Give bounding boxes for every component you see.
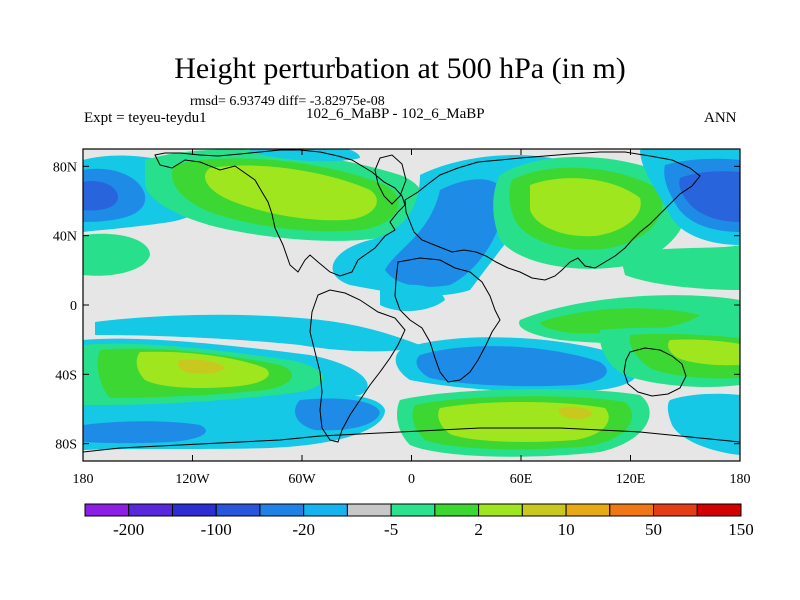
colorbar-label: -5	[384, 520, 398, 539]
colorbar: -200 -100 -20 -5 2 10 50 150	[84, 503, 754, 539]
contour-lime-asia	[530, 178, 641, 237]
contour-lime-s-e-pacific	[668, 339, 740, 366]
contour-teal-antarctic-far-e	[667, 393, 740, 455]
colorbar-box	[390, 503, 436, 517]
colorbar-box	[478, 503, 523, 517]
case-label: 102_6_MaBP - 102_6_MaBP	[306, 106, 485, 122]
colorbar-box	[303, 503, 348, 517]
contour-teal-s-atlantic	[380, 284, 445, 312]
contour-blue-antarctic-w	[83, 421, 206, 444]
contour-teal-n-atlantic	[250, 149, 360, 162]
lat-tick-label: 40S	[55, 368, 77, 383]
colorbar-label: -200	[113, 520, 144, 539]
contour-lime-n-america	[205, 165, 377, 221]
coast-africa	[394, 257, 501, 383]
contour-mint-w-edge	[83, 233, 150, 276]
lat-tick-label: 80S	[55, 438, 77, 453]
contour-olive-antarctic-e	[558, 406, 592, 419]
lat-tick-label: 0	[70, 299, 77, 314]
lon-tick-label: 0	[408, 472, 415, 487]
stats-line: rmsd= 6.93749 diff= -3.82975e-08	[190, 94, 385, 109]
contour-field	[83, 149, 740, 461]
colorbar-box	[259, 503, 305, 517]
coast-greenland	[374, 154, 407, 205]
lon-tick-label: 120E	[616, 472, 646, 487]
colorbar-box	[434, 503, 480, 517]
contour-deep-w-pacific	[679, 171, 740, 222]
contour-blue-eurasia	[385, 179, 505, 287]
colorbar-box	[696, 503, 742, 517]
colorbar-box	[521, 503, 567, 517]
colorbar-label: 150	[728, 520, 754, 539]
colorbar-box	[346, 503, 392, 517]
colorbar-box	[84, 503, 130, 517]
contour-green-indian	[540, 308, 700, 334]
lat-tick-label: 80N	[53, 160, 77, 175]
coastlines	[83, 149, 740, 453]
colorbar-box	[609, 503, 655, 517]
lon-tick-label: 60W	[288, 472, 316, 487]
coast-eurasia	[404, 151, 701, 281]
lon-tick-label: 180	[730, 472, 751, 487]
lon-tick-label: 60E	[510, 472, 533, 487]
colorbar-box	[128, 503, 173, 517]
contour-mint-e-edge	[620, 245, 740, 290]
contour-teal-tropics	[95, 314, 420, 352]
colorbar-label: -20	[292, 520, 315, 539]
colorbar-box	[653, 503, 698, 517]
colorbar-box	[565, 503, 611, 517]
contour-blue-antarctic-c	[295, 398, 380, 431]
colorbar-box	[171, 503, 217, 517]
colorbar-label: 10	[558, 520, 575, 539]
contour-lime-antarctic-e	[438, 402, 609, 442]
plot-title: Height perturbation at 500 hPa (in m)	[174, 52, 626, 85]
coast-antarctica	[83, 427, 740, 453]
lon-tick-label: 120W	[175, 472, 210, 487]
experiment-label: Expt = teyeu-teydu1	[84, 110, 207, 126]
colorbar-label: -100	[201, 520, 232, 539]
coast-s-america	[309, 289, 406, 443]
coast-australia	[623, 347, 687, 397]
colorbar-box	[215, 503, 261, 517]
contour-deep-n-pacific	[83, 180, 118, 211]
contour-olive-s-pacific	[177, 359, 225, 374]
lon-tick-label: 180	[73, 472, 94, 487]
colorbar-label: 2	[474, 520, 483, 539]
season-label: ANN	[704, 110, 737, 126]
map-axes: 80N 40N 0 40S 80S 180 120W 60W 0 60E 120E 180	[53, 149, 751, 487]
lat-tick-label: 40N	[53, 230, 77, 245]
coast-n-america	[154, 149, 406, 277]
colorbar-label: 50	[645, 520, 662, 539]
